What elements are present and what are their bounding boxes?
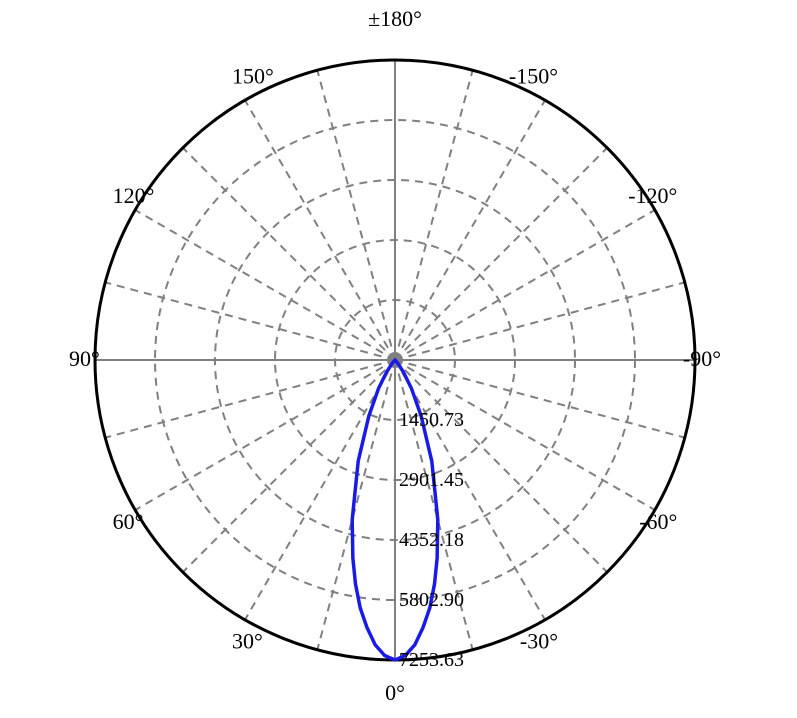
angle-tick-label: 150°	[232, 64, 274, 89]
radial-tick-label: 4352.18	[399, 529, 464, 551]
radial-tick-labels: 1450.73 2901.45 4352.18 5802.90 7253.63	[399, 409, 464, 671]
angle-tick-label: 60°	[113, 509, 144, 534]
angle-tick-label: 0°	[385, 680, 405, 705]
angle-tick-label: -30°	[520, 628, 558, 653]
polar-chart: 1450.73 2901.45 4352.18 5802.90 7253.63 0° 30…	[0, 0, 797, 718]
angle-tick-label: -60°	[639, 509, 677, 534]
radial-tick-label: 7253.63	[399, 649, 464, 671]
angle-tick-label: 90°	[69, 346, 100, 371]
radial-tick-label: 1450.73	[399, 409, 464, 431]
angle-tick-label: 30°	[232, 628, 263, 653]
radial-tick-label: 5802.90	[399, 589, 464, 611]
angle-tick-label: ±180°	[368, 6, 422, 31]
angle-tick-label: -150°	[509, 64, 558, 89]
angle-tick-label: -120°	[628, 183, 677, 208]
angle-tick-label: 120°	[113, 183, 155, 208]
radial-tick-label: 2901.45	[399, 469, 464, 491]
angle-tick-label: -90°	[683, 346, 721, 371]
